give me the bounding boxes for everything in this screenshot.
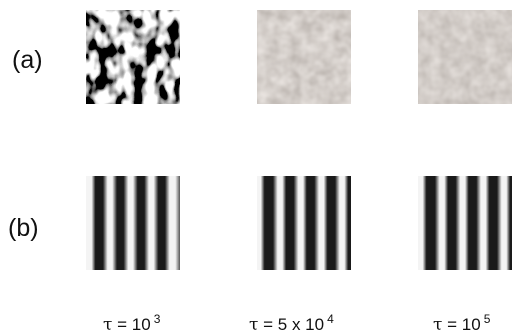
panel-a-1 bbox=[86, 10, 180, 104]
caption-1: τ = 10 3 bbox=[103, 313, 160, 335]
caption-2: τ = 5 x 10 4 bbox=[249, 313, 334, 335]
panel-b-2 bbox=[257, 176, 351, 270]
caption-2-exponent: 4 bbox=[327, 312, 334, 326]
caption-2-text: = 5 x 10 bbox=[258, 315, 325, 334]
tau-symbol: τ bbox=[433, 315, 443, 335]
panel-a-3 bbox=[418, 10, 512, 104]
caption-3-exponent: 5 bbox=[483, 312, 491, 326]
panel-b-3 bbox=[418, 176, 512, 270]
caption-3-text: = 10 bbox=[442, 315, 481, 334]
caption-1-text: = 10 bbox=[112, 315, 151, 334]
row-label-a: (a) bbox=[12, 46, 43, 74]
caption-3: τ = 10 5 bbox=[433, 313, 490, 335]
caption-1-exponent: 3 bbox=[153, 312, 161, 326]
panel-a-2 bbox=[257, 10, 351, 104]
tau-symbol: τ bbox=[103, 315, 113, 335]
row-label-b: (b) bbox=[8, 214, 39, 242]
panel-b-1 bbox=[86, 176, 180, 270]
tau-symbol: τ bbox=[249, 315, 259, 335]
